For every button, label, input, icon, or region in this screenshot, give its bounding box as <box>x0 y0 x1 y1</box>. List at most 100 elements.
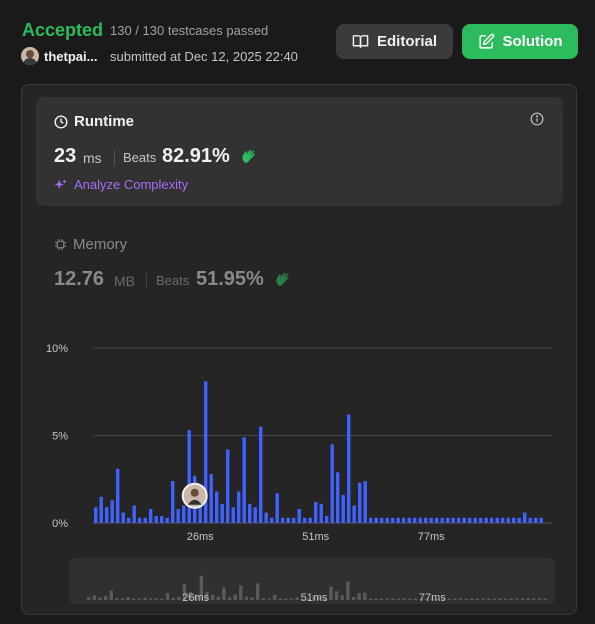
book-open-icon <box>352 35 369 48</box>
bar <box>407 517 411 523</box>
navigator-bar <box>306 598 311 600</box>
editorial-button[interactable]: Editorial <box>336 24 453 59</box>
navigator-bar <box>453 598 457 600</box>
bar <box>165 517 169 523</box>
bar <box>248 503 252 523</box>
bar <box>528 517 532 523</box>
bar <box>385 517 389 523</box>
navigator-bar <box>537 598 542 600</box>
solution-button[interactable]: Solution <box>462 24 578 59</box>
navigator-bar <box>323 598 328 600</box>
chip-icon <box>55 239 66 250</box>
bar <box>226 449 230 523</box>
bar <box>259 426 263 523</box>
navigator-bar <box>256 583 260 600</box>
navigator-bar <box>126 597 130 600</box>
navigator-bar <box>312 596 316 600</box>
navigator-bar <box>487 598 491 600</box>
bar <box>468 517 472 523</box>
bar <box>534 517 538 523</box>
navigator-bar <box>470 598 474 600</box>
navigator-bar <box>340 595 344 600</box>
navigator-bar <box>154 598 158 600</box>
navigator-bar <box>165 592 170 600</box>
navigator-bar <box>520 598 525 600</box>
bar <box>160 516 164 523</box>
navigator-bar <box>363 592 367 600</box>
bar <box>154 516 158 523</box>
navigator-bar <box>216 596 220 600</box>
navigator-bar <box>233 594 237 600</box>
runtime-title-label: Runtime <box>74 113 134 130</box>
bar <box>264 512 268 523</box>
navigator-bar <box>87 597 91 600</box>
navigator-bar <box>481 598 485 600</box>
navigator-bar <box>425 598 429 600</box>
username[interactable]: thetpai... <box>44 49 98 64</box>
memory-beats-value: 51.95% <box>196 268 264 290</box>
chart-range-navigator[interactable]: 26ms 51ms 77ms <box>69 558 555 604</box>
bar <box>143 517 147 523</box>
navigator-bar <box>368 598 373 600</box>
navigator-bar <box>244 596 249 600</box>
navigator-bar <box>475 598 480 600</box>
analyze-complexity-label: Analyze Complexity <box>74 177 189 192</box>
bar <box>484 517 488 523</box>
bar <box>352 505 356 523</box>
navigator-bar <box>289 598 294 600</box>
memory-beats-label: Beats <box>156 273 190 288</box>
bar <box>451 517 455 523</box>
bar <box>330 444 334 523</box>
y-tick-label: 0% <box>52 518 68 530</box>
navigator-bar <box>498 598 502 600</box>
testcases-passed: 130 / 130 testcases passed <box>110 23 269 38</box>
navigator-bar <box>132 598 136 600</box>
bar <box>369 517 373 523</box>
analyze-complexity-link[interactable]: Analyze Complexity <box>54 177 188 192</box>
navigator-bar <box>396 598 401 600</box>
bar <box>446 517 450 523</box>
bar <box>281 517 285 523</box>
bar <box>220 503 224 523</box>
bar <box>275 493 279 523</box>
bar <box>242 437 246 523</box>
info-icon[interactable] <box>530 112 544 126</box>
navigator-minichart: 26ms 51ms 77ms <box>87 575 547 604</box>
navigator-bar <box>346 581 350 600</box>
bar <box>149 509 153 523</box>
navigator-bar <box>543 598 547 600</box>
navigator-bar <box>120 598 125 600</box>
bar <box>94 507 98 523</box>
navigator-bar <box>182 584 187 600</box>
clap-icon-memory <box>274 270 292 291</box>
bar <box>138 517 142 523</box>
navigator-bar <box>143 597 147 600</box>
navigator-bar <box>447 598 451 600</box>
navigator-bar <box>194 594 198 600</box>
runtime-card[interactable] <box>36 97 563 206</box>
navigator-bar <box>227 597 232 600</box>
bar <box>413 517 417 523</box>
runtime-separator <box>114 150 115 166</box>
navigator-bar <box>284 598 288 600</box>
navigator-bar <box>148 598 153 600</box>
bar <box>204 381 208 523</box>
bar <box>479 517 483 523</box>
bar <box>358 482 362 523</box>
bar <box>314 502 318 523</box>
x-tick-label: 26ms <box>187 531 214 543</box>
memory-title[interactable]: Memory <box>54 236 127 253</box>
navigator-bar <box>351 597 356 600</box>
navigator-bar <box>515 598 519 600</box>
bar <box>182 505 186 523</box>
bar <box>374 517 378 523</box>
x-tick-label: 51ms <box>302 531 329 543</box>
bar <box>462 517 466 523</box>
navigator-bar <box>188 591 192 600</box>
y-tick-label: 5% <box>52 431 68 443</box>
navigator-bar <box>210 594 215 600</box>
bar <box>297 509 301 523</box>
runtime-distribution-chart[interactable]: 0% 5% 10% 26ms 51ms 77ms <box>40 340 560 550</box>
bar <box>127 517 131 523</box>
avatar[interactable] <box>21 47 39 65</box>
